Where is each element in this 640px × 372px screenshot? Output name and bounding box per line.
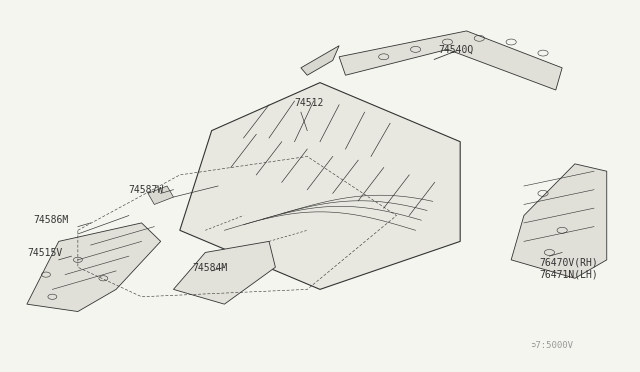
Polygon shape <box>180 83 460 289</box>
Polygon shape <box>27 223 161 311</box>
Text: 74587W: 74587W <box>129 185 164 195</box>
Polygon shape <box>339 31 562 90</box>
Text: 74540Q: 74540Q <box>438 45 473 55</box>
Polygon shape <box>511 164 607 278</box>
Text: 74512: 74512 <box>294 99 324 109</box>
Polygon shape <box>148 186 173 205</box>
Text: 76471N(LH): 76471N(LH) <box>540 269 598 279</box>
Text: 74515V: 74515V <box>27 248 62 258</box>
Text: 76470V(RH): 76470V(RH) <box>540 258 598 268</box>
Polygon shape <box>173 241 275 304</box>
Text: 74584M: 74584M <box>193 263 228 273</box>
Text: 74586M: 74586M <box>33 215 68 225</box>
Polygon shape <box>301 46 339 75</box>
Text: ➲7:5000V: ➲7:5000V <box>531 341 573 350</box>
